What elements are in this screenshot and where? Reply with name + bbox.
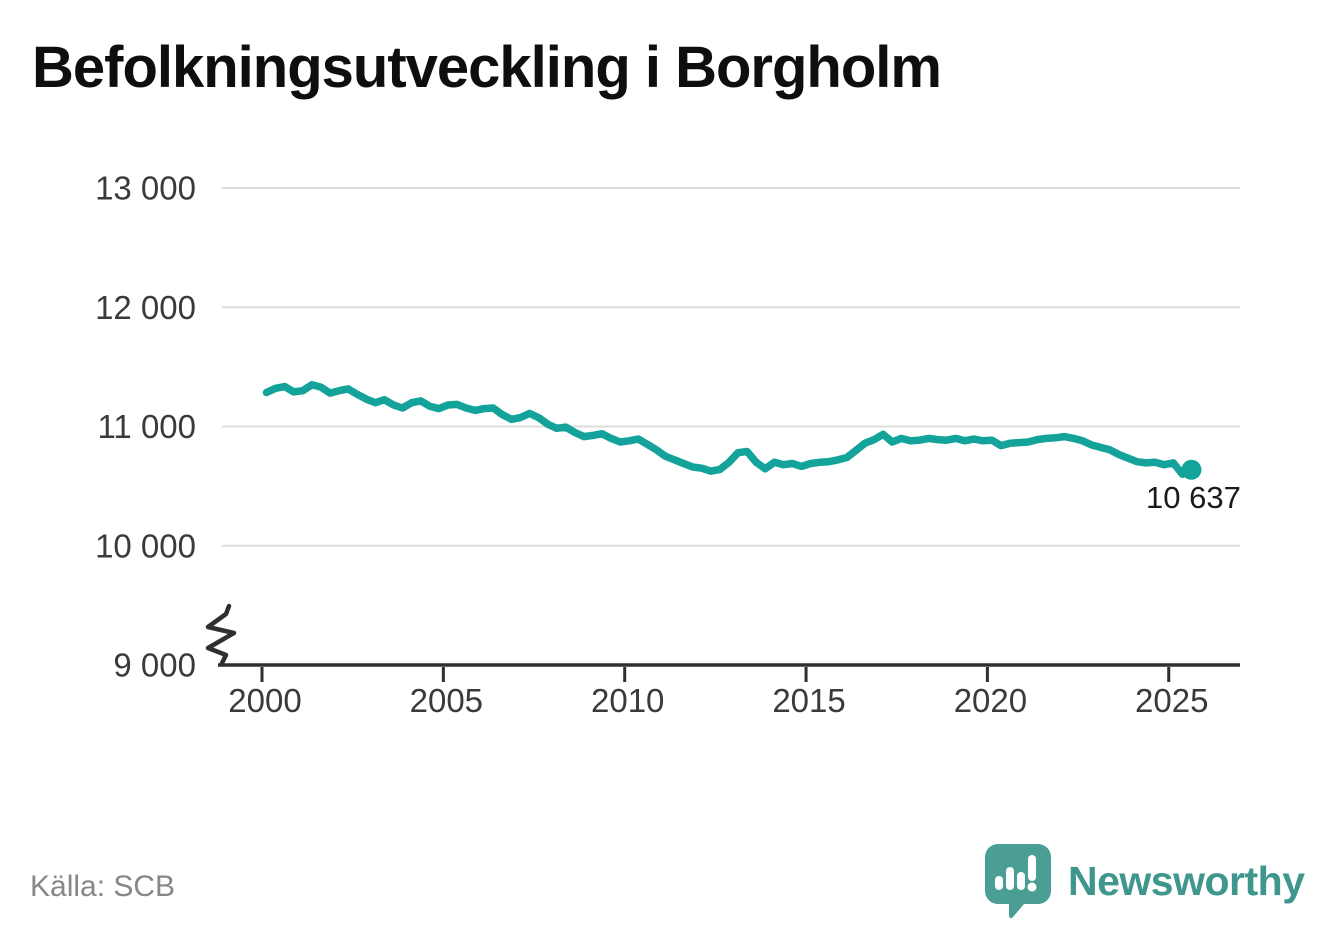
y-tick-label: 10 000	[95, 527, 196, 564]
newsworthy-logo: Newsworthy	[984, 843, 1305, 919]
chart-title: Befolkningsutveckling i Borgholm	[32, 35, 942, 100]
y-tick-label: 13 000	[95, 170, 196, 207]
population-line	[262, 381, 1196, 478]
end-point-dot	[1181, 459, 1202, 480]
x-tick-label: 2025	[1135, 682, 1208, 719]
y-tick-label: 12 000	[95, 289, 196, 326]
y-tick-label: 11 000	[98, 408, 196, 445]
x-tick-label: 2000	[228, 682, 301, 719]
source-caption: Källa: SCB	[30, 870, 176, 903]
axis-break-icon	[205, 603, 237, 666]
x-tick-label: 2015	[772, 682, 845, 719]
x-tick-label: 2010	[591, 682, 664, 719]
speech-bubble-bar-chart-icon	[985, 844, 1051, 919]
x-tick-label: 2005	[410, 682, 483, 719]
y-tick-label: 9 000	[113, 647, 196, 684]
end-value-label: 10 637	[1146, 480, 1241, 515]
x-tick-label: 2020	[954, 682, 1027, 719]
newsworthy-wordmark: Newsworthy	[1068, 857, 1305, 904]
